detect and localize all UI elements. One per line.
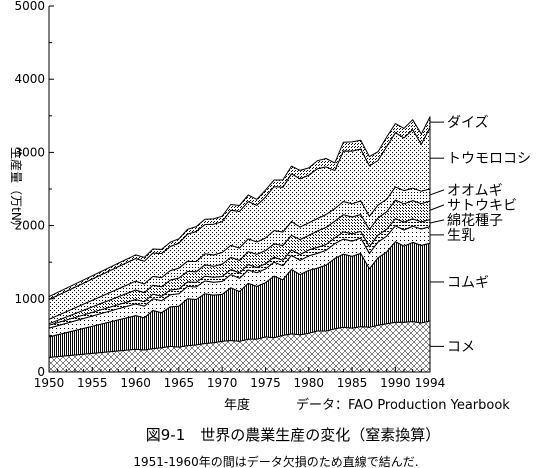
axes: 0 1000 2000 3000 4000 5000 1950 1955 1960 1965 197… bbox=[14, 0, 445, 390]
series-label: 綿花種子 bbox=[447, 213, 503, 229]
series-label: コムギ bbox=[447, 275, 489, 291]
series-label: 生乳 bbox=[447, 228, 475, 244]
label-leader bbox=[429, 189, 445, 196]
x-axis-label: 年度 bbox=[224, 397, 250, 413]
y-tick-label: 1000 bbox=[14, 292, 45, 306]
series-label: ダイズ bbox=[447, 115, 489, 131]
label-leader bbox=[429, 219, 445, 224]
area-8 bbox=[48, 116, 431, 300]
area-layers bbox=[48, 116, 431, 373]
y-tick-label: 3000 bbox=[14, 145, 45, 159]
x-tick-label: 1975 bbox=[250, 376, 281, 390]
y-tick-label: 5000 bbox=[14, 0, 45, 13]
data-source: データ：FAO Production Yearbook bbox=[296, 397, 510, 413]
figure-note: 1951-1960年の間はデータ欠損のため直線で結んだ. bbox=[133, 454, 418, 468]
y-tick-label: 0 bbox=[37, 365, 45, 379]
figure-caption: 図9-1 世界の農業生産の変化（窒素換算） bbox=[146, 426, 441, 444]
y-tick-label: 4000 bbox=[14, 72, 45, 86]
y-axis-label: 生産量（万tN） bbox=[9, 147, 24, 233]
x-tick-label: 1960 bbox=[120, 376, 151, 390]
x-tick-label: 1955 bbox=[77, 376, 108, 390]
x-tick-label: 1990 bbox=[380, 376, 411, 390]
label-leader bbox=[429, 204, 445, 211]
x-tick-label: 1985 bbox=[337, 376, 368, 390]
x-tick-label: 1970 bbox=[207, 376, 238, 390]
series-label: コメ bbox=[447, 339, 475, 355]
series-label: トウモロコシ bbox=[447, 151, 531, 167]
x-tick-label: 1980 bbox=[293, 376, 324, 390]
x-tick-label: 1950 bbox=[34, 376, 65, 390]
series-label: オオムギ bbox=[447, 183, 503, 199]
x-tick-label: 1965 bbox=[164, 376, 195, 390]
series-label: サトウキビ bbox=[447, 198, 517, 214]
y-tick-label: 2000 bbox=[14, 219, 45, 233]
x-tick-label: 1994 bbox=[415, 376, 446, 390]
